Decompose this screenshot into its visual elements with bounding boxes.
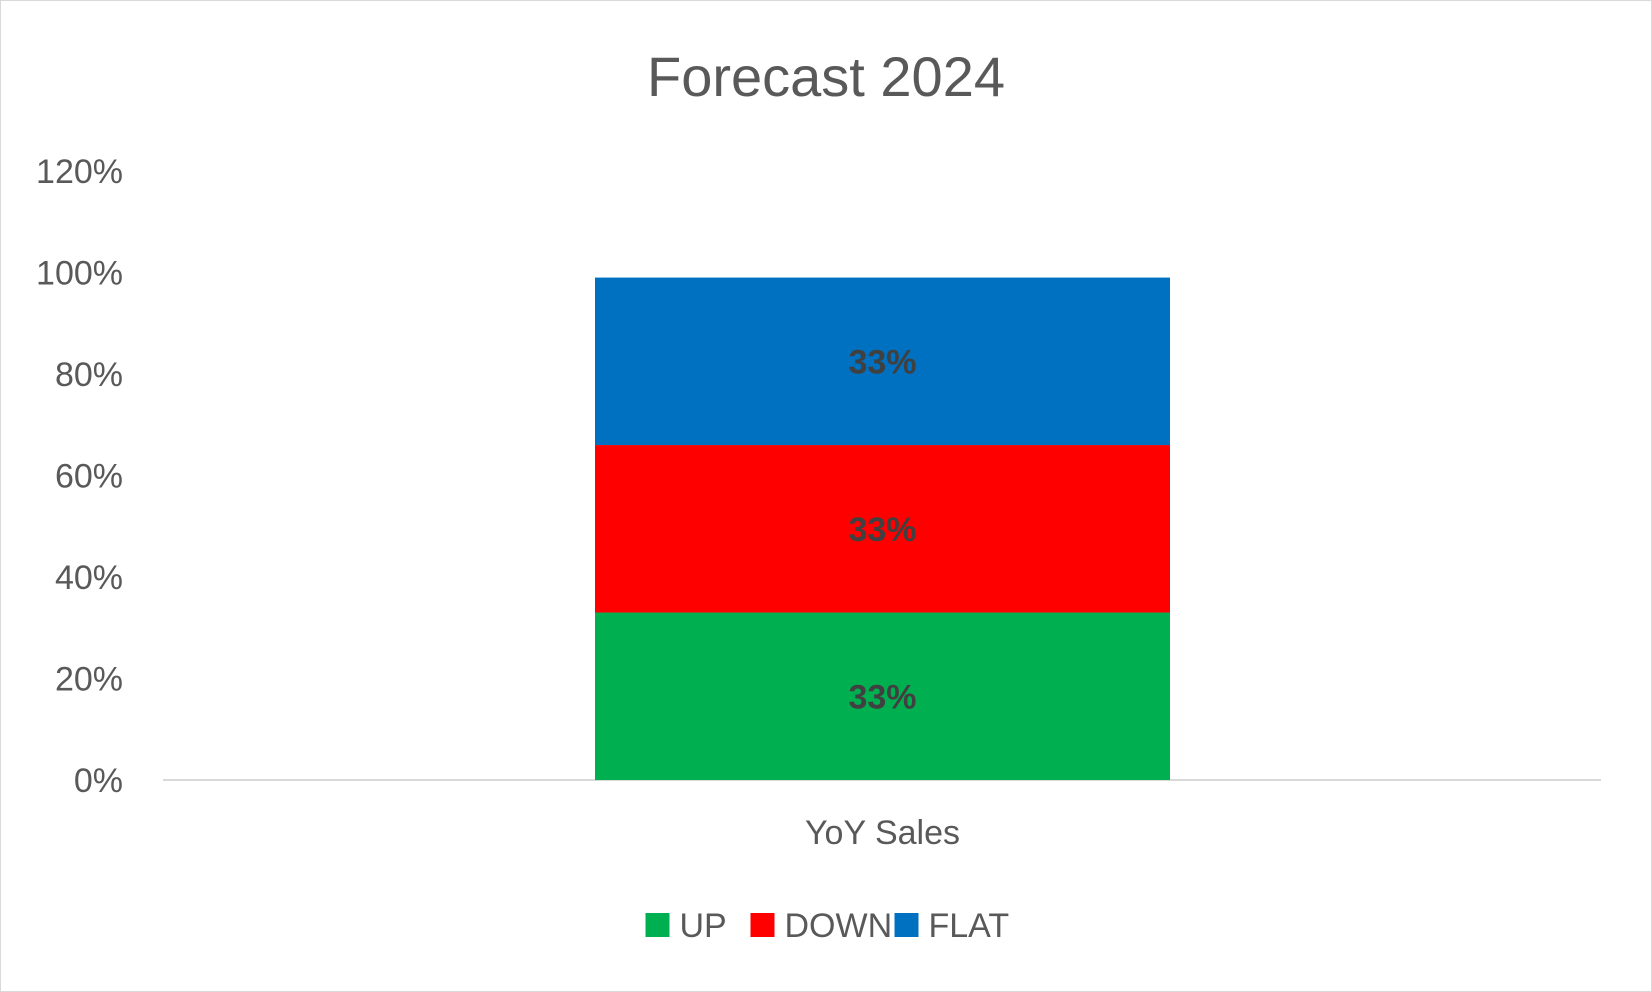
legend-swatch (750, 913, 775, 937)
bar-segment-flat (595, 277, 1170, 446)
legend-label: FLAT (929, 907, 1010, 945)
data-labels: 33% 33% 33% (848, 343, 916, 716)
y-tick-label: 120% (36, 153, 123, 191)
x-category-label: YoY Sales (805, 814, 960, 852)
data-label-down: 33% (848, 511, 916, 549)
y-tick-label: 80% (55, 356, 123, 394)
y-tick-label: 20% (55, 661, 123, 699)
y-axis-ticks: 0% 20% 40% 60% 80% 100% 120% (36, 153, 123, 800)
bar-segment-up (595, 612, 1170, 780)
y-tick-label: 0% (74, 762, 123, 800)
legend-item-down: DOWN (750, 907, 893, 945)
legend-swatch (894, 913, 919, 937)
bar-stack (595, 277, 1170, 780)
y-tick-label: 60% (55, 458, 123, 496)
legend-item-up: UP (645, 907, 727, 945)
data-label-flat: 33% (848, 343, 916, 381)
legend-label: UP (680, 907, 727, 945)
legend-item-flat: FLAT (894, 907, 1010, 945)
bar-segment-down (595, 445, 1170, 613)
legend: UP DOWN FLAT (645, 907, 1010, 945)
legend-label: DOWN (785, 907, 893, 945)
y-tick-label: 100% (36, 255, 123, 293)
y-tick-label: 40% (55, 559, 123, 597)
data-label-up: 33% (848, 678, 916, 716)
legend-swatch (645, 913, 670, 937)
chart-title: Forecast 2024 (647, 45, 1005, 108)
x-axis-categories: YoY Sales (805, 814, 960, 852)
